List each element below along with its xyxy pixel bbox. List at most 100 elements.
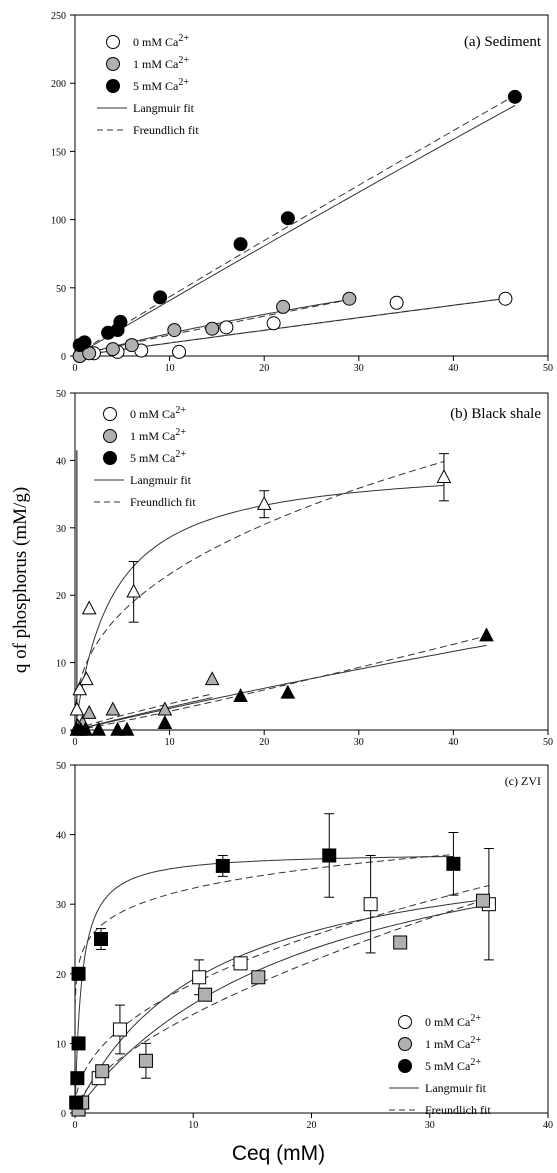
data-point [475,893,490,908]
y-tick-label: 10 [56,659,66,670]
data-point [266,316,281,331]
y-tick-label: 0 [61,352,66,363]
panel-a: 0 10 20 30 40 50 0 50 100 150 200 250 (a) Sediment 0 … [51,11,553,374]
legend-label: 5 mM Ca2+ [130,449,186,466]
data-point [81,704,97,719]
data-point [233,688,248,702]
data-point [94,932,109,946]
series-0 [72,291,513,363]
y-tick-label: 100 [51,216,66,227]
panel-title: (c) ZVI [505,774,541,788]
data-point [233,956,248,971]
data-point [233,237,248,252]
data-point [69,701,85,716]
x-tick-label: 30 [354,363,364,374]
y-tick-label: 50 [56,284,66,295]
legend-label: Langmuir fit [425,1081,487,1095]
fit-curves [75,854,490,1113]
legend-marker [398,1059,412,1073]
data-point [280,684,296,699]
data-point [446,856,461,871]
data-point [363,897,378,912]
series-1 [71,893,490,1117]
y-tick-label: 20 [56,970,66,981]
x-tick-label: 40 [448,737,458,748]
series-1 [70,671,220,733]
legend-label: Langmuir fit [133,101,195,115]
x-tick-label: 50 [543,363,553,374]
data-point [71,1036,86,1051]
legend-label: 5 mM Ca2+ [133,77,189,94]
legend-marker [398,1015,412,1029]
y-tick-label: 30 [56,900,66,911]
legend-label: 1 mM Ca2+ [133,55,189,72]
legend-marker [103,451,117,465]
data-point [69,1095,84,1110]
data-point [70,1071,85,1086]
y-tick-label: 50 [56,761,66,772]
data-point [436,469,452,483]
data-point [81,600,97,615]
data-point [219,320,234,335]
fit-langmuir-line [75,856,454,1104]
data-point [77,335,92,350]
fit-freundlich-line [75,94,516,356]
legend-label: 0 mM Ca2+ [425,1013,481,1030]
x-tick-label: 30 [354,737,364,748]
fit-freundlich-line [75,461,445,718]
data-point [192,970,207,985]
legend-label: 1 mM Ca2+ [130,427,186,444]
y-tick-label: 0 [61,1109,66,1120]
data-point [251,970,266,985]
fit-langmuir-line [75,105,516,356]
data-point [322,848,337,863]
data-point [138,1053,153,1068]
x-tick-label: 10 [188,1120,198,1131]
data-point [113,314,128,329]
y-tick-label: 250 [51,11,66,22]
panel-title: (a) Sediment [464,34,542,50]
x-tick-label: 0 [73,363,78,374]
y-tick-label: 20 [56,591,66,602]
x-tick-label: 10 [165,363,175,374]
data-point [389,295,404,310]
legend-marker [398,1037,412,1051]
legend: 0 mM Ca2+ 1 mM Ca2+ 5 mM Ca2+ Langmuir fit F… [97,33,199,137]
y-tick-label: 40 [56,456,66,467]
fit-curves [75,450,487,730]
x-tick-label: 20 [307,1120,317,1131]
data-point [72,681,88,696]
legend-marker [106,79,120,93]
fit-freundlich-line [75,854,454,1007]
y-tick-label: 150 [51,147,66,158]
series-2 [69,813,461,1110]
data-point [479,627,494,642]
series-0 [71,848,496,1117]
legend-marker [106,35,120,49]
data-point [204,671,220,686]
legend-label: 0 mM Ca2+ [130,405,186,422]
x-tick-label: 40 [448,363,458,374]
legend: 0 mM Ca2+ 1 mM Ca2+ 5 mM Ca2+ Langmuir fit F… [389,1013,491,1117]
data-point [342,291,357,306]
data-point [95,1064,110,1079]
legend-marker [103,407,117,421]
data-point [280,211,295,226]
fit-freundlich-line [75,693,213,730]
data-point [71,966,86,981]
fit-langmuir-line [75,485,444,729]
fit-freundlich-line [75,899,484,1112]
data-point [393,935,408,950]
y-tick-label: 30 [56,524,66,535]
y-tick-label: 200 [51,79,66,90]
x-tick-label: 0 [73,1120,78,1131]
legend-marker [103,429,117,443]
legend-label: 5 mM Ca2+ [425,1057,481,1074]
legend-marker [106,57,120,71]
data-point [167,323,182,338]
panel-title: (b) Black shale [450,406,541,422]
data-point [124,338,139,353]
y-tick-label: 40 [56,831,66,842]
data-point [153,290,168,305]
